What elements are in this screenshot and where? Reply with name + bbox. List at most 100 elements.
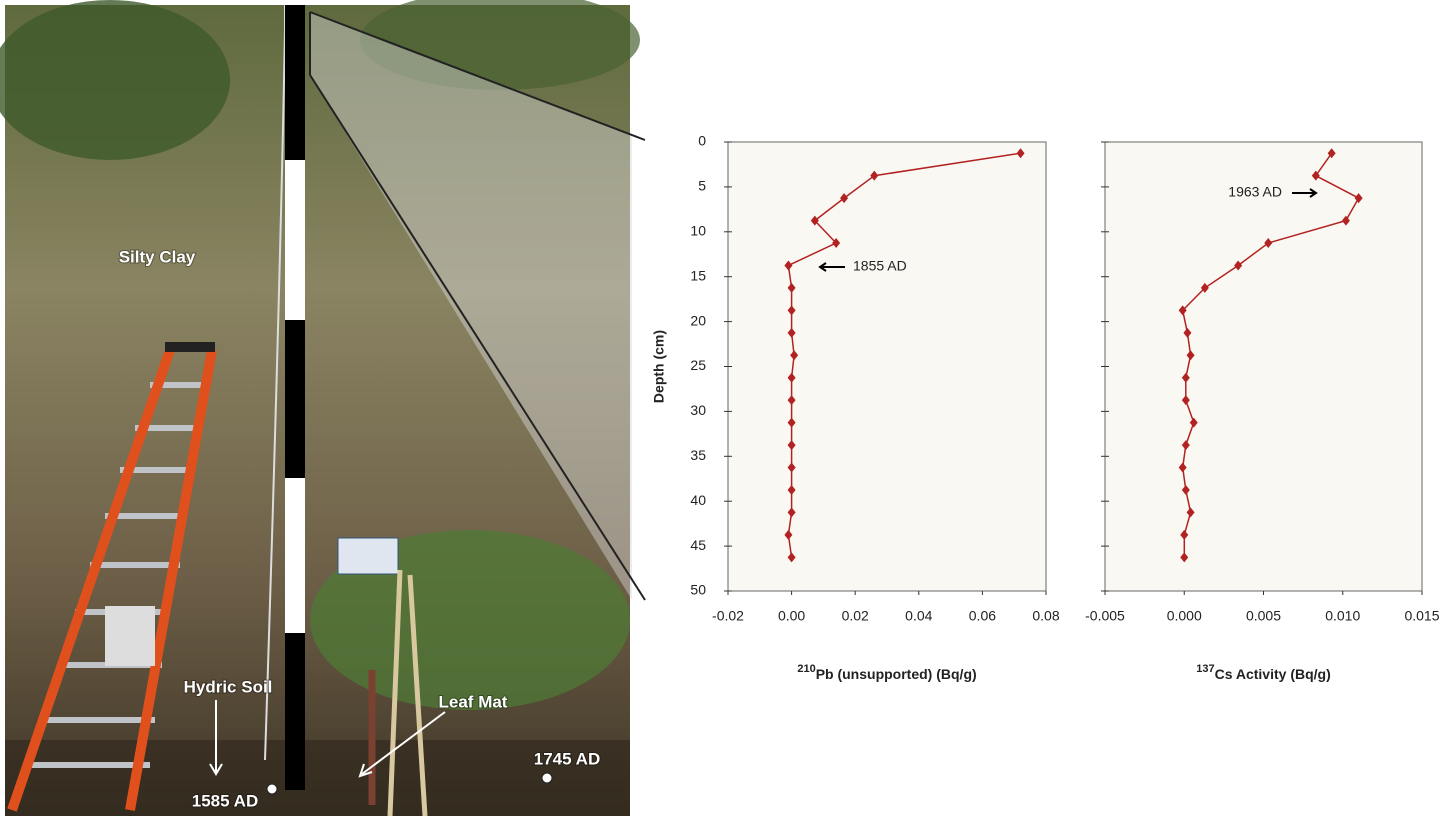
x-tick-label: 0.010 xyxy=(1325,608,1360,624)
data-point xyxy=(1264,238,1273,249)
notebook xyxy=(337,537,399,575)
scale-bar xyxy=(285,5,305,160)
y-tick-label: 35 xyxy=(690,447,706,463)
data-point xyxy=(1181,372,1190,383)
data-point xyxy=(787,305,796,316)
zoom-outline xyxy=(309,11,646,601)
data-point xyxy=(1181,395,1190,406)
data-point xyxy=(787,417,796,428)
x-tick-label: 0.04 xyxy=(905,608,932,624)
data-point xyxy=(1311,170,1320,181)
x-tick-label: -0.02 xyxy=(712,608,744,624)
data-point xyxy=(840,193,849,204)
x-tick-label: 0.08 xyxy=(1032,608,1059,624)
ladder-top xyxy=(165,342,215,352)
data-point xyxy=(787,462,796,473)
y-tick-label: 50 xyxy=(690,582,706,598)
data-point xyxy=(784,529,793,540)
scale-bar xyxy=(285,160,305,320)
y-tick-label: 20 xyxy=(690,312,706,328)
data-point xyxy=(1234,260,1243,271)
cable xyxy=(264,5,286,761)
photo-label: Hydric Soil xyxy=(184,677,273,696)
y-tick-label: 40 xyxy=(690,492,706,508)
y-tick-label: 5 xyxy=(698,178,706,194)
data-point xyxy=(1327,148,1336,159)
data-point xyxy=(1189,417,1198,428)
soil-layer xyxy=(5,740,630,816)
plot-area xyxy=(1104,141,1423,592)
data-point xyxy=(1180,552,1189,563)
x-axis-title-text: Cs Activity (Bq/g) xyxy=(1215,666,1331,682)
y-tick-label: 10 xyxy=(690,223,706,239)
photo-label: Leaf Mat xyxy=(439,692,508,711)
data-point xyxy=(832,238,841,249)
photo-label: 1745 AD xyxy=(534,749,600,768)
annotation-arrow xyxy=(1292,188,1318,198)
x-axis-title-text: Pb (unsupported) (Bq/g) xyxy=(816,666,977,682)
data-point xyxy=(1186,507,1195,518)
x-tick-label: 0.06 xyxy=(969,608,996,624)
y-tick-label: 0 xyxy=(698,133,706,149)
data-point xyxy=(810,215,819,226)
pole xyxy=(387,569,403,816)
y-tick-label: 25 xyxy=(690,357,706,373)
x-axis-title-superscript: 137 xyxy=(1196,663,1214,675)
ladder-rail xyxy=(125,349,217,811)
foliage xyxy=(360,0,640,90)
plot-area xyxy=(727,141,1047,592)
sample-marker xyxy=(541,772,553,784)
data-point xyxy=(787,484,796,495)
data-point xyxy=(1178,462,1187,473)
x-axis-title: 137Cs Activity (Bq/g) xyxy=(1196,663,1331,682)
data-point xyxy=(787,507,796,518)
data-point xyxy=(787,327,796,338)
x-tick-label: 0.005 xyxy=(1246,608,1281,624)
ladder-rail xyxy=(7,348,175,812)
data-point xyxy=(1016,148,1025,159)
y-tick-label: 45 xyxy=(690,537,706,553)
x-tick-label: 0.015 xyxy=(1404,608,1439,624)
photo-label: Silty Clay xyxy=(119,247,196,266)
box xyxy=(105,606,155,666)
sample-marker xyxy=(266,783,278,795)
data-point xyxy=(787,372,796,383)
photo-label: 1585 AD xyxy=(192,791,258,810)
y-tick-label: 15 xyxy=(690,267,706,283)
data-point xyxy=(1341,215,1350,226)
data-point xyxy=(870,170,879,181)
vegetation xyxy=(310,530,630,710)
photo-arrows xyxy=(209,700,446,778)
data-point xyxy=(787,395,796,406)
data-point xyxy=(784,260,793,271)
data-point xyxy=(1354,193,1363,204)
scale-bar xyxy=(285,478,305,633)
data-point xyxy=(787,440,796,451)
x-tick-label: 0.00 xyxy=(778,608,805,624)
photo: Silty Clay Hydric Soil Leaf Mat 1745 AD … xyxy=(0,0,646,816)
ladder-rungs xyxy=(30,382,205,768)
y-tick-label: 30 xyxy=(690,402,706,418)
x-tick-label: -0.005 xyxy=(1085,608,1125,624)
foliage xyxy=(0,0,230,160)
x-tick-label: 0.02 xyxy=(842,608,869,624)
annotation: 1855 AD xyxy=(853,258,907,274)
data-point xyxy=(1200,282,1209,293)
pole xyxy=(407,574,428,816)
scale-bar xyxy=(285,633,305,790)
data-point xyxy=(1181,440,1190,451)
annotation: 1963 AD xyxy=(1228,184,1282,200)
x-axis-title: 210Pb (unsupported) (Bq/g) xyxy=(797,663,976,682)
x-tick-label: 0.000 xyxy=(1167,608,1202,624)
scale-bar xyxy=(285,320,305,478)
data-point xyxy=(1181,484,1190,495)
data-point xyxy=(787,282,796,293)
data-point xyxy=(787,552,796,563)
data-point xyxy=(1183,327,1192,338)
data-point xyxy=(1178,305,1187,316)
x-axis-title-superscript: 210 xyxy=(797,663,815,675)
y-axis-title: Depth (cm) xyxy=(651,330,667,403)
data-point xyxy=(1186,350,1195,361)
